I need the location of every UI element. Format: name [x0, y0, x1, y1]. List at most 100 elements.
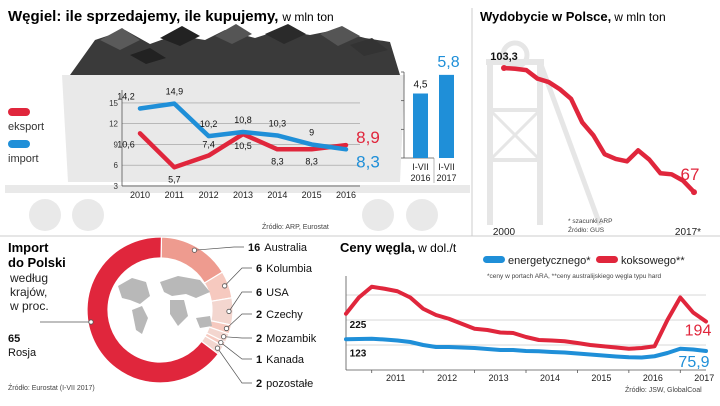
prices-data-labels: 225 123 194 75,9: [350, 320, 712, 371]
donut-leader-line: [228, 291, 252, 312]
prices-label-coking-start: 225: [350, 320, 367, 331]
trade-data-label-import: 14,9: [166, 87, 184, 97]
donut-slice-rosja: [86, 236, 220, 384]
prices-x-tick-label: 2014: [540, 373, 560, 383]
trade-y-tick-label: 6: [114, 161, 119, 170]
trade-data-label-import: 10,2: [200, 119, 218, 129]
donut-label-kanada: 1 Kanada: [256, 354, 305, 366]
prices-x-tick-label: 2012: [437, 373, 457, 383]
imports-title-line-1: Import: [8, 240, 49, 255]
prices-x-tick-label: 2011: [386, 373, 405, 383]
trade-x-tick-label: 2015: [302, 190, 322, 200]
prices-x-ticks: 2011 2012 2013 2014 2015 2016 2017: [386, 373, 714, 383]
bar-category-label: I-VII: [412, 162, 429, 172]
trade-gridlines: [121, 90, 360, 187]
trade-data-label-export: 7,4: [202, 140, 215, 150]
trade-data-label-export: 8,3: [305, 156, 318, 166]
mining-label-start: 103,3: [490, 51, 518, 63]
imports-donut-chart: 16 Australia 6 Kolumbia 6 USA 2 Czechy 2 Mozambik…: [8, 236, 317, 390]
trade-data-label-import: 9: [309, 127, 314, 137]
mine-headframe-illustration: [486, 40, 603, 226]
prices-x-tick-label: 2016: [643, 373, 663, 383]
donut-leader-dot: [214, 345, 221, 351]
trade-x-tick-label: 2013: [233, 190, 253, 200]
prices-x-tick-label: 2013: [489, 373, 509, 383]
trade-data-label-export: 10,5: [234, 141, 252, 151]
trade-legend: eksport import: [8, 108, 44, 165]
donut-leader-dot: [223, 325, 230, 332]
bar-value-label: 5,8: [437, 54, 459, 71]
donut-label-australia: 16 Australia: [248, 242, 308, 254]
trade-x-tick-label: 2010: [130, 190, 150, 200]
legend-energy-swatch: [483, 256, 505, 263]
prices-footnote: *ceny w portach ARA, **ceny australijski…: [487, 273, 662, 280]
legend-import-label: import: [8, 153, 39, 165]
prices-gridlines: [345, 276, 706, 373]
trade-data-label-import: 10,8: [234, 115, 252, 125]
coal-title: Węgiel: ile sprzedajemy, ile kupujemy, w …: [8, 8, 334, 25]
donut-leader-line: [220, 342, 252, 360]
prices-series-lines: [344, 284, 708, 360]
trade-data-label-import: 14,2: [117, 91, 135, 101]
bar-bars: [413, 74, 454, 158]
coal-pile-illustration: [70, 24, 400, 75]
donut-leader-line: [217, 347, 252, 384]
prices-x-tick-label: 2015: [591, 373, 611, 383]
wagon-illustration: [5, 75, 470, 231]
mining-source: Źródło: GUS: [568, 225, 605, 234]
trade-y-tick-label: 12: [109, 120, 118, 129]
donut-leader-line: [194, 246, 244, 251]
donut-leader-dot: [221, 334, 227, 340]
donut-slices: [86, 236, 234, 384]
imports-subtitle-line-1: według: [9, 271, 48, 285]
trade-line-import: [137, 101, 349, 152]
panel-coal-trade: Węgiel: ile sprzedajemy, ile kupujemy, w …: [5, 8, 470, 231]
bar-I-VII-2016: [413, 93, 428, 158]
prices-x-tick-label: 2017: [694, 373, 714, 383]
prices-legend: energetycznego* koksowego**: [483, 255, 685, 267]
legend-export-swatch: [8, 108, 30, 116]
trade-y-ticks: 15 12 9 6 3: [109, 99, 118, 191]
donut-leader-dot: [218, 339, 224, 346]
prices-label-coking-end: 194: [685, 323, 712, 340]
mining-end-dot: [691, 189, 697, 196]
trade-x-tick-label: 2011: [165, 190, 184, 200]
trade-data-label-export: 5,7: [168, 174, 181, 184]
bar-category-label: I-VII: [438, 162, 455, 172]
donut-labels: 16 Australia 6 Kolumbia 6 USA 2 Czechy 2 Mozambik…: [8, 242, 317, 390]
prices-line-coking: [344, 284, 708, 351]
bar-value-label: 4,5: [414, 80, 428, 91]
prices-line-chart: 2011 2012 2013 2014 2015 2016 2017 225 123 194 75…: [344, 276, 714, 383]
prices-title: Ceny węgla, w dol./t: [340, 240, 457, 255]
donut-label-rosja-name: Rosja: [8, 347, 37, 359]
donut-label-pozostałe: 2 pozostałe: [256, 378, 313, 390]
legend-coking-swatch: [596, 256, 618, 263]
mining-series-line: [501, 65, 697, 196]
donut-leader-dot: [191, 247, 198, 253]
trade-y-tick-label: 15: [109, 99, 118, 108]
trade-y-tick-label: 3: [114, 182, 119, 191]
bar-category-label: 2017: [436, 173, 456, 183]
mining-start-dot: [501, 65, 507, 72]
mining-line-chart: 103,3 67 2000 2017*: [490, 51, 701, 238]
legend-export-label: eksport: [8, 121, 44, 133]
coal-source: Źródło: ARP, Eurostat: [262, 222, 329, 231]
trade-data-label-import-last: 8,3: [356, 152, 380, 171]
trade-x-ticks: 2010 2011 2012 2013 2014 2015 2016: [130, 190, 356, 200]
panel-imports: Import do Polski według krajów, w proc. …: [8, 236, 317, 392]
donut-label-usa: 6 USA: [256, 287, 289, 299]
panel-prices: Ceny węgla, w dol./t energetycznego* koks…: [340, 240, 714, 394]
donut-label-kolumbia: 6 Kolumbia: [256, 263, 313, 275]
mining-x-label-start: 2000: [493, 227, 516, 238]
donut-leader-line: [223, 336, 252, 339]
mining-data-labels: 103,3 67 2000 2017*: [490, 51, 701, 238]
donut-leader-line: [224, 267, 252, 287]
prices-line-energy: [344, 336, 708, 360]
bar-category-label: 2016: [410, 173, 430, 183]
panel-mining: Wydobycie w Polsce, w mln ton 103,3 67 2000…: [480, 9, 701, 238]
trade-line-chart: 15 12 9 6 3 2010 2011 2012 2013 2014 2015 2016 10,…: [109, 87, 380, 200]
trade-series-lines: [137, 101, 349, 170]
